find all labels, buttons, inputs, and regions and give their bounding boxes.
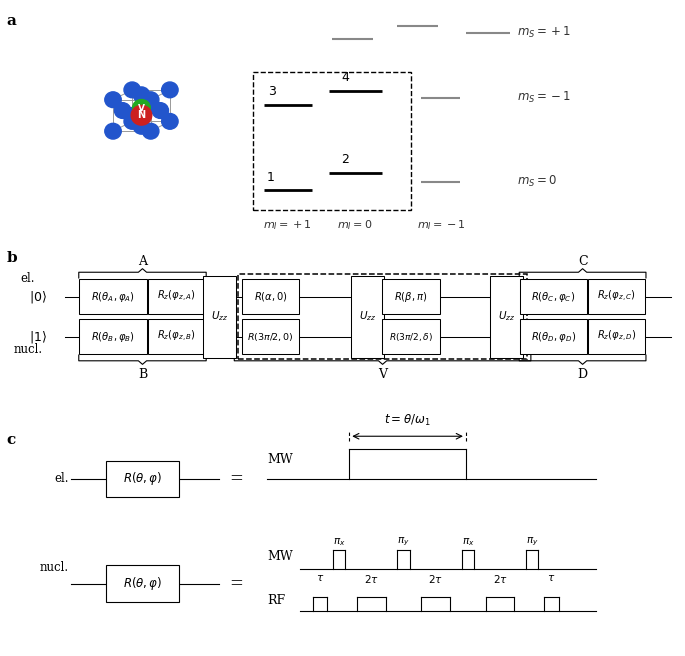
FancyBboxPatch shape bbox=[382, 319, 440, 354]
Text: $\pi_x$: $\pi_x$ bbox=[333, 536, 345, 548]
Text: el.: el. bbox=[21, 272, 35, 285]
Text: $m_I = 0$: $m_I = 0$ bbox=[337, 218, 373, 232]
Text: D: D bbox=[577, 368, 588, 381]
Text: $t = \theta/\omega_1$: $t = \theta/\omega_1$ bbox=[384, 413, 431, 428]
Text: $R_z(\varphi_{z,C})$: $R_z(\varphi_{z,C})$ bbox=[597, 289, 636, 304]
Circle shape bbox=[105, 123, 121, 139]
Text: $R_z(\varphi_{z,D})$: $R_z(\varphi_{z,D})$ bbox=[597, 329, 636, 344]
Text: MW: MW bbox=[267, 550, 293, 563]
FancyBboxPatch shape bbox=[148, 319, 206, 354]
Circle shape bbox=[142, 123, 159, 139]
Text: RF: RF bbox=[267, 594, 285, 607]
Circle shape bbox=[123, 108, 140, 123]
FancyBboxPatch shape bbox=[79, 319, 147, 354]
Text: $U_{zz}$: $U_{zz}$ bbox=[359, 310, 377, 323]
FancyBboxPatch shape bbox=[106, 461, 179, 497]
Text: A: A bbox=[138, 255, 147, 268]
Text: $U_{zz}$: $U_{zz}$ bbox=[210, 310, 228, 323]
Text: $R(\theta_D, \varphi_D)$: $R(\theta_D, \varphi_D)$ bbox=[531, 329, 576, 344]
Text: V: V bbox=[138, 104, 145, 113]
Text: c: c bbox=[7, 433, 16, 447]
Text: $R_z(\varphi_{z,B})$: $R_z(\varphi_{z,B})$ bbox=[158, 329, 196, 344]
Text: $m_S = 0$: $m_S = 0$ bbox=[517, 174, 557, 190]
Text: 3: 3 bbox=[269, 85, 276, 98]
FancyBboxPatch shape bbox=[588, 279, 645, 314]
Text: $m_I = +1$: $m_I = +1$ bbox=[263, 218, 312, 232]
Text: $m_S = +1$: $m_S = +1$ bbox=[517, 25, 571, 41]
Text: $m_S = -1$: $m_S = -1$ bbox=[517, 90, 571, 106]
Text: $|0\rangle$: $|0\rangle$ bbox=[29, 289, 47, 304]
Text: $2\tau$: $2\tau$ bbox=[428, 573, 443, 585]
Text: $R(\theta, \varphi)$: $R(\theta, \varphi)$ bbox=[123, 470, 162, 487]
Text: 1: 1 bbox=[267, 171, 275, 184]
Text: $\pi_x$: $\pi_x$ bbox=[462, 536, 474, 548]
Text: MW: MW bbox=[267, 453, 293, 466]
Circle shape bbox=[124, 82, 140, 98]
Text: =: = bbox=[229, 470, 243, 487]
Text: $R(3\pi/2, 0)$: $R(3\pi/2, 0)$ bbox=[247, 331, 294, 342]
Text: 4: 4 bbox=[341, 71, 349, 84]
Text: $R(\beta, \pi)$: $R(\beta, \pi)$ bbox=[395, 289, 427, 304]
Circle shape bbox=[105, 92, 121, 108]
FancyBboxPatch shape bbox=[242, 279, 299, 314]
Text: $\tau$: $\tau$ bbox=[316, 573, 324, 583]
Circle shape bbox=[162, 82, 178, 98]
Text: el.: el. bbox=[54, 472, 68, 485]
Text: $R(\theta, \varphi)$: $R(\theta, \varphi)$ bbox=[123, 575, 162, 592]
Text: $R(\theta_C, \varphi_C)$: $R(\theta_C, \varphi_C)$ bbox=[532, 289, 575, 304]
Text: =: = bbox=[229, 575, 243, 592]
Circle shape bbox=[142, 98, 159, 113]
Text: nucl.: nucl. bbox=[14, 343, 43, 356]
Text: 2: 2 bbox=[341, 153, 349, 166]
Circle shape bbox=[114, 102, 131, 118]
FancyBboxPatch shape bbox=[203, 276, 236, 358]
FancyBboxPatch shape bbox=[382, 279, 440, 314]
FancyBboxPatch shape bbox=[79, 279, 147, 314]
Circle shape bbox=[133, 100, 151, 117]
FancyBboxPatch shape bbox=[520, 319, 587, 354]
Text: $R_z(\varphi_{z,A})$: $R_z(\varphi_{z,A})$ bbox=[158, 289, 196, 304]
Text: $R(3\pi/2, \delta)$: $R(3\pi/2, \delta)$ bbox=[389, 331, 433, 342]
Circle shape bbox=[133, 87, 149, 102]
Text: $2\tau$: $2\tau$ bbox=[493, 573, 508, 585]
Text: b: b bbox=[7, 251, 18, 264]
Text: N: N bbox=[138, 110, 145, 120]
FancyBboxPatch shape bbox=[351, 276, 384, 358]
Text: $m_I = -1$: $m_I = -1$ bbox=[417, 218, 466, 232]
Circle shape bbox=[152, 102, 169, 118]
FancyBboxPatch shape bbox=[148, 279, 206, 314]
Text: B: B bbox=[138, 368, 147, 381]
Circle shape bbox=[142, 92, 159, 108]
Text: nucl.: nucl. bbox=[39, 561, 68, 574]
FancyBboxPatch shape bbox=[520, 279, 587, 314]
Circle shape bbox=[124, 113, 140, 129]
Text: C: C bbox=[577, 255, 588, 268]
FancyBboxPatch shape bbox=[106, 565, 179, 602]
Text: $R(\theta_A, \varphi_A)$: $R(\theta_A, \varphi_A)$ bbox=[91, 289, 135, 304]
Text: $U_{zz}$: $U_{zz}$ bbox=[498, 310, 516, 323]
Circle shape bbox=[132, 106, 152, 125]
Text: $\pi_y$: $\pi_y$ bbox=[526, 535, 538, 548]
FancyBboxPatch shape bbox=[242, 319, 299, 354]
Text: V: V bbox=[378, 368, 387, 381]
Text: $\tau$: $\tau$ bbox=[547, 573, 556, 583]
Circle shape bbox=[133, 118, 149, 134]
FancyBboxPatch shape bbox=[588, 319, 645, 354]
Text: $|1\rangle$: $|1\rangle$ bbox=[29, 329, 47, 344]
Text: $\pi_y$: $\pi_y$ bbox=[397, 535, 410, 548]
Text: a: a bbox=[7, 14, 16, 28]
FancyBboxPatch shape bbox=[490, 276, 523, 358]
Text: $R(\theta_B, \varphi_B)$: $R(\theta_B, \varphi_B)$ bbox=[91, 329, 135, 344]
Circle shape bbox=[162, 113, 178, 129]
Text: $2\tau$: $2\tau$ bbox=[364, 573, 379, 585]
Text: $R(\alpha, 0)$: $R(\alpha, 0)$ bbox=[253, 290, 288, 303]
